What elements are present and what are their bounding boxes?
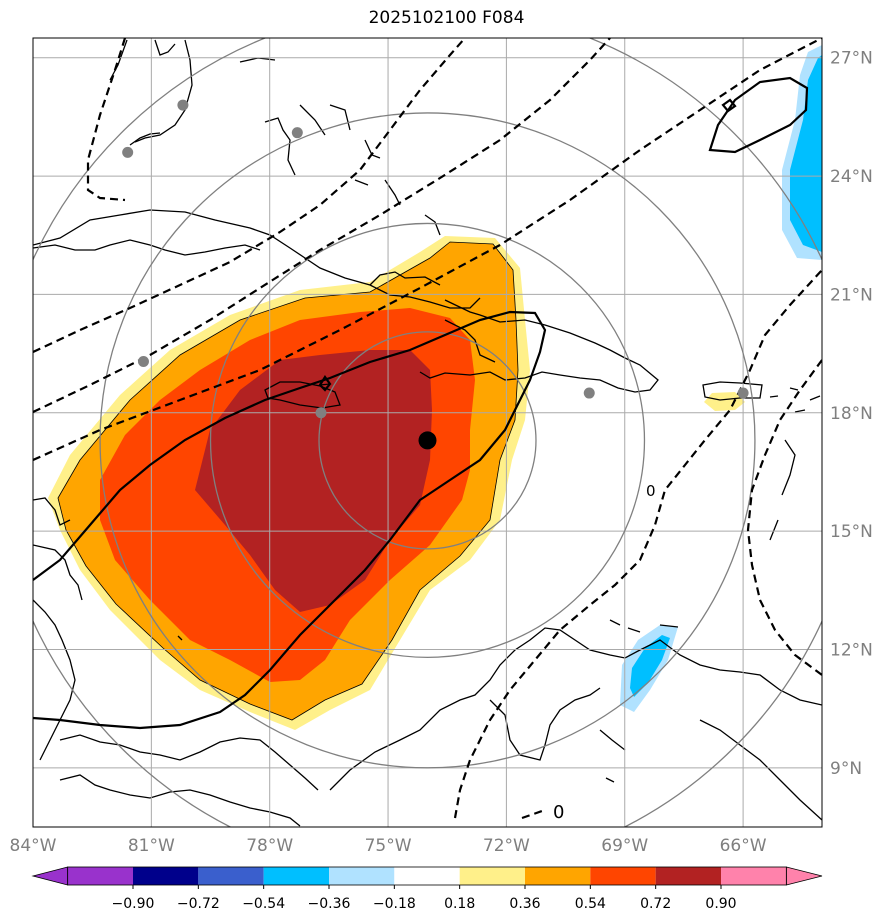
lon-tick-label: 69°W <box>601 836 648 856</box>
map-panel: 0 0 <box>33 38 822 827</box>
coast-lesser-antilles <box>769 395 821 541</box>
station-dot <box>737 387 749 399</box>
coast-cuba <box>33 209 481 309</box>
colorbar-bin <box>67 867 133 885</box>
range-ring <box>318 331 537 550</box>
map-title: 2025102100 F084 <box>368 8 525 28</box>
coast-colombia <box>329 627 822 791</box>
contour-label-east: 0 <box>646 482 656 500</box>
colorbar-tick-label: 0.54 <box>575 896 606 912</box>
storm-center-marker <box>418 431 437 450</box>
anomaly-shading <box>48 45 822 730</box>
shade-outline <box>57 241 519 721</box>
station-dot <box>315 407 327 419</box>
map-frame <box>32 37 823 828</box>
contour-dashed-6 <box>746 359 822 676</box>
colorbar-tick-label: 0.72 <box>640 896 671 912</box>
lon-tick-label: 78°W <box>246 836 293 856</box>
coast-islands-south <box>177 619 679 783</box>
range-ring <box>209 222 646 659</box>
colorbar-bin <box>263 867 329 885</box>
colorbar-frame <box>67 866 787 886</box>
colorbar-extend-low <box>31 866 69 886</box>
coast-jamaica <box>264 381 341 409</box>
contour-dashed-1 <box>86 38 127 202</box>
station-dot <box>137 355 149 367</box>
station-dot <box>122 146 134 158</box>
contour-dashed-4 <box>33 38 822 462</box>
lat-tick-label: 18°N <box>830 404 873 424</box>
lon-tick-label: 81°W <box>128 836 175 856</box>
contour-solid-small <box>318 98 737 392</box>
colorbar-tick-label: −0.54 <box>242 896 285 912</box>
lon-tick-label: 84°W <box>10 836 57 856</box>
station-dot <box>177 99 189 111</box>
colorbar-bin <box>525 867 591 885</box>
colorbar: −0.90 −0.72 −0.54 −0.36 −0.18 0.18 0.36 0.54 0.7… <box>31 866 823 912</box>
longitude-tick-labels: 84°W 81°W 78°W 75°W 72°W 69°W 66°W <box>10 836 767 856</box>
shade-yellow-pr <box>704 392 745 411</box>
colorbar-bin <box>655 867 721 885</box>
colorbar-tick-label: 0.90 <box>705 896 736 912</box>
contour-dashed-7 <box>521 808 546 820</box>
contour-dashed-group <box>33 38 822 820</box>
shade-blue-ne <box>790 55 822 252</box>
coast-venezuela <box>489 687 822 821</box>
contour-dashed-2 <box>33 38 466 353</box>
contour-solid-main <box>33 310 547 730</box>
station-dot <box>583 387 595 399</box>
colorbar-bin <box>721 867 787 885</box>
coast-yucatan <box>33 497 83 761</box>
colorbar-bin <box>590 867 656 885</box>
contour-solid-ne <box>708 76 809 154</box>
lat-tick-label: 27°N <box>830 49 873 69</box>
colorbar-bin <box>329 867 395 885</box>
coast-keys <box>129 132 161 146</box>
coast-puerto-rico <box>702 381 806 413</box>
colorbar-bin <box>459 867 525 885</box>
contour-lines <box>33 38 822 820</box>
colorbar-tick-label: 0.36 <box>509 896 540 912</box>
range-rings <box>33 38 822 827</box>
colorbar-tick-label: −0.18 <box>373 896 416 912</box>
lon-tick-label: 72°W <box>483 836 530 856</box>
shade-darkred <box>195 350 432 612</box>
range-ring <box>99 112 756 769</box>
colorbar-bin <box>133 867 199 885</box>
latitude-tick-labels: 27°N 24°N 21°N 18°N 15°N 12°N 9°N <box>830 49 873 779</box>
shade-blue-ven <box>630 635 670 697</box>
colorbar-tick-label: 0.18 <box>444 896 475 912</box>
lat-tick-label: 21°N <box>830 285 873 305</box>
colorbar-extend-high <box>785 866 823 886</box>
lon-tick-label: 66°W <box>720 836 767 856</box>
lat-tick-label: 12°N <box>830 640 873 660</box>
contour-dashed-5 <box>453 269 822 819</box>
lat-tick-label: 24°N <box>830 167 873 187</box>
colorbar-tick-label: −0.90 <box>112 896 155 912</box>
coast-hispaniola <box>419 299 659 393</box>
colorbar-bin <box>198 867 264 885</box>
lat-tick-label: 15°N <box>830 522 873 542</box>
colorbar-bin <box>394 867 460 885</box>
station-dot <box>291 127 303 139</box>
colorbar-tick-label: −0.72 <box>177 896 220 912</box>
lat-tick-label: 9°N <box>830 759 862 779</box>
coast-central-america <box>59 734 319 827</box>
colorbar-tick-label: −0.36 <box>308 896 351 912</box>
lon-tick-label: 75°W <box>365 836 412 856</box>
station-dots <box>122 99 749 419</box>
contour-label-south: 0 <box>553 802 564 823</box>
coastlines <box>33 39 822 827</box>
